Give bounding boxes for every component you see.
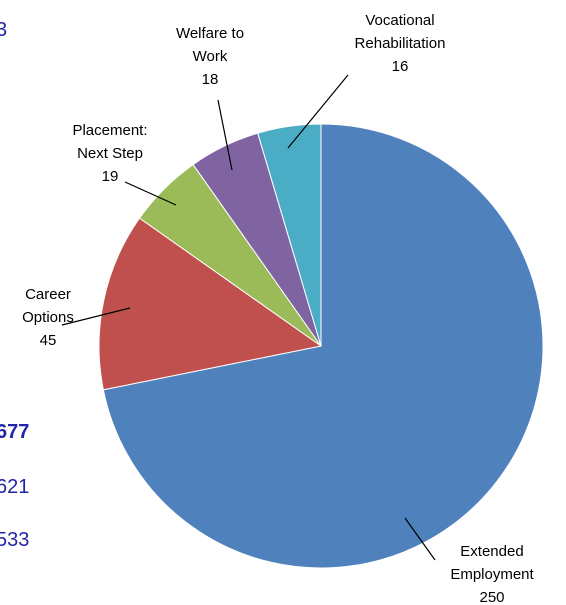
leader-line: [124, 181, 177, 206]
leader-line: [287, 74, 349, 149]
pie-slice: [102, 123, 544, 569]
leader-line: [404, 517, 436, 561]
category-label: Vocational Rehabilitation: [354, 12, 446, 52]
leader-line: [217, 99, 233, 171]
value-label: 45: [39, 332, 57, 349]
value-label: 250: [479, 589, 505, 605]
data-label: Career Options 45: [8, 283, 88, 352]
category-label: Career Options: [22, 286, 74, 326]
category-label: Extended Employment: [450, 543, 534, 583]
data-label: Welfare to Work 18: [165, 22, 255, 91]
side-text: 677: [0, 421, 30, 443]
data-label: Vocational Rehabilitation 16: [330, 9, 470, 78]
side-text: 533: [0, 529, 30, 551]
category-label: Welfare to Work: [175, 25, 245, 65]
value-label: 19: [101, 168, 119, 185]
pie-slice: [98, 217, 323, 391]
data-label: Extended Employment 250: [437, 540, 547, 605]
leader-line: [61, 307, 131, 326]
side-text: 3: [0, 19, 8, 41]
pie-slice: [257, 123, 322, 347]
category-label: Placement: Next Step: [72, 122, 148, 162]
data-label: Placement: Next Step 19: [55, 119, 165, 188]
value-label: 16: [391, 58, 409, 75]
value-label: 18: [201, 71, 219, 88]
side-text: 621: [0, 476, 30, 498]
